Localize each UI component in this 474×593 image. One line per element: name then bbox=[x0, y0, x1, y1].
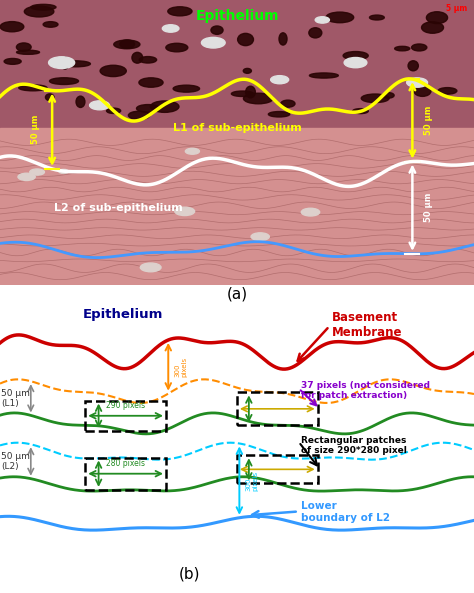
Bar bbox=[85, 401, 166, 431]
Ellipse shape bbox=[175, 207, 195, 215]
Ellipse shape bbox=[139, 56, 156, 63]
Ellipse shape bbox=[139, 78, 163, 87]
Ellipse shape bbox=[251, 233, 269, 241]
Ellipse shape bbox=[383, 93, 394, 98]
Ellipse shape bbox=[414, 86, 431, 97]
Ellipse shape bbox=[0, 21, 24, 32]
Ellipse shape bbox=[4, 59, 21, 64]
Text: 50 μm: 50 μm bbox=[425, 193, 433, 222]
Ellipse shape bbox=[408, 60, 419, 71]
Text: 37 pixels (not considered
for patch extraction): 37 pixels (not considered for patch extr… bbox=[301, 381, 430, 400]
Ellipse shape bbox=[107, 108, 121, 113]
Ellipse shape bbox=[90, 101, 109, 110]
Ellipse shape bbox=[231, 91, 254, 97]
Text: 50 μm: 50 μm bbox=[31, 115, 40, 144]
Ellipse shape bbox=[100, 65, 126, 76]
Ellipse shape bbox=[166, 43, 188, 52]
Ellipse shape bbox=[395, 46, 410, 51]
Ellipse shape bbox=[120, 40, 135, 49]
Text: 50 μm
(L2): 50 μm (L2) bbox=[1, 452, 30, 471]
Ellipse shape bbox=[137, 104, 160, 112]
Bar bbox=[237, 393, 318, 425]
Bar bbox=[0, 0, 474, 128]
Ellipse shape bbox=[43, 22, 58, 27]
Ellipse shape bbox=[211, 26, 223, 34]
Ellipse shape bbox=[353, 109, 368, 114]
Text: Rectangular patches
of size 290*280 pixel: Rectangular patches of size 290*280 pixe… bbox=[301, 436, 407, 455]
Ellipse shape bbox=[46, 94, 54, 101]
Ellipse shape bbox=[343, 52, 368, 60]
Ellipse shape bbox=[237, 33, 254, 46]
Bar bbox=[0, 128, 474, 285]
Ellipse shape bbox=[421, 22, 444, 33]
Ellipse shape bbox=[370, 15, 384, 20]
Ellipse shape bbox=[76, 96, 85, 107]
Ellipse shape bbox=[49, 57, 75, 69]
Ellipse shape bbox=[310, 73, 338, 78]
Text: L1 of sub-epithelium: L1 of sub-epithelium bbox=[173, 123, 301, 133]
Ellipse shape bbox=[281, 100, 295, 107]
Text: Basement
Membrane: Basement Membrane bbox=[332, 311, 402, 339]
Ellipse shape bbox=[128, 111, 150, 119]
Ellipse shape bbox=[132, 52, 143, 63]
Ellipse shape bbox=[60, 61, 91, 67]
Ellipse shape bbox=[268, 111, 290, 117]
Text: 5 μm: 5 μm bbox=[446, 4, 467, 13]
Text: 50 μm
(L1): 50 μm (L1) bbox=[1, 388, 30, 408]
Text: 50 μm: 50 μm bbox=[425, 106, 433, 135]
Ellipse shape bbox=[201, 37, 225, 48]
Ellipse shape bbox=[244, 93, 273, 104]
Text: L2 of sub-epithelium: L2 of sub-epithelium bbox=[54, 203, 183, 213]
Text: Epithelium: Epithelium bbox=[83, 308, 164, 321]
Bar bbox=[85, 458, 166, 490]
Text: Epithelium: Epithelium bbox=[195, 8, 279, 23]
Ellipse shape bbox=[17, 43, 31, 51]
Ellipse shape bbox=[279, 33, 287, 45]
Text: (b): (b) bbox=[179, 566, 201, 581]
Ellipse shape bbox=[24, 6, 54, 17]
Ellipse shape bbox=[361, 94, 389, 103]
Ellipse shape bbox=[315, 17, 329, 23]
Ellipse shape bbox=[150, 101, 179, 112]
Ellipse shape bbox=[168, 7, 192, 16]
Ellipse shape bbox=[61, 58, 69, 69]
Ellipse shape bbox=[326, 12, 354, 23]
Ellipse shape bbox=[19, 85, 47, 91]
Ellipse shape bbox=[140, 263, 161, 272]
Ellipse shape bbox=[309, 28, 322, 38]
Ellipse shape bbox=[271, 76, 289, 84]
Ellipse shape bbox=[17, 50, 39, 55]
Ellipse shape bbox=[173, 85, 200, 92]
Text: 300
pixels: 300 pixels bbox=[245, 470, 258, 490]
Ellipse shape bbox=[438, 88, 457, 94]
Ellipse shape bbox=[427, 12, 447, 24]
Ellipse shape bbox=[344, 58, 367, 68]
Bar bbox=[237, 455, 318, 483]
Ellipse shape bbox=[114, 40, 140, 49]
Ellipse shape bbox=[411, 44, 427, 51]
Ellipse shape bbox=[30, 169, 45, 175]
Ellipse shape bbox=[407, 78, 428, 87]
Ellipse shape bbox=[59, 170, 68, 173]
Ellipse shape bbox=[301, 208, 319, 216]
Text: 280 pixels: 280 pixels bbox=[106, 460, 145, 468]
Ellipse shape bbox=[246, 86, 255, 98]
Text: 300
pixels: 300 pixels bbox=[174, 357, 187, 377]
Ellipse shape bbox=[185, 148, 200, 154]
Text: (a): (a) bbox=[227, 286, 247, 301]
Ellipse shape bbox=[49, 78, 79, 84]
Text: Lower
boundary of L2: Lower boundary of L2 bbox=[301, 501, 390, 522]
Text: 290 pixels: 290 pixels bbox=[106, 401, 145, 410]
Ellipse shape bbox=[243, 68, 251, 74]
Ellipse shape bbox=[18, 173, 35, 180]
Ellipse shape bbox=[162, 25, 179, 32]
Ellipse shape bbox=[31, 4, 56, 10]
